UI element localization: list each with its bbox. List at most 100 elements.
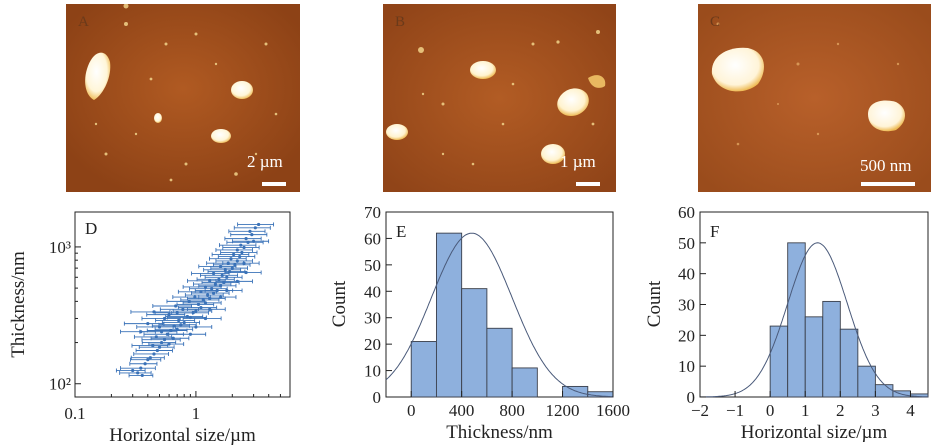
data-point-70 — [244, 237, 248, 241]
data-point-67 — [242, 245, 246, 250]
data-point-9 — [157, 345, 162, 349]
data-point-0 — [136, 371, 140, 375]
histogram-bar-f-1 — [787, 242, 806, 398]
afm-texture-c — [698, 4, 931, 192]
y-tick-label-e: 10 — [364, 362, 381, 381]
y-axis-label-f: Count — [644, 280, 665, 327]
data-point-47 — [218, 284, 223, 288]
data-point-83 — [244, 270, 248, 275]
data-point-76 — [242, 261, 246, 265]
data-point-22 — [146, 322, 150, 326]
data-point-42 — [211, 291, 216, 295]
y-tick-label-e: 30 — [364, 309, 381, 328]
data-point-75 — [252, 239, 256, 243]
afm-texture-b — [383, 4, 616, 192]
data-point-32 — [181, 307, 185, 311]
data-point-37 — [187, 299, 191, 303]
data-point-54 — [211, 271, 216, 276]
data-point-8 — [155, 348, 159, 353]
afm-image-a: A 2 µm — [66, 4, 300, 192]
data-point-68 — [239, 243, 243, 247]
data-point-57 — [230, 266, 234, 270]
data-point-24 — [177, 318, 181, 323]
data-point-34 — [174, 304, 178, 308]
data-point-71 — [250, 233, 254, 237]
scale-bar-c — [861, 182, 915, 186]
histogram-bar-f-5 — [857, 365, 876, 398]
histogram-bar-f-0 — [769, 325, 789, 398]
data-point-5 — [148, 356, 152, 360]
data-point-23 — [182, 320, 186, 325]
data-point-79 — [218, 295, 223, 299]
histogram-bar-e-0 — [410, 341, 437, 398]
data-point-1 — [139, 366, 143, 370]
x-tick-label-e: 400 — [449, 401, 475, 420]
data-point-84 — [159, 330, 164, 334]
y-axis-label-d: Thickness/nm — [8, 251, 29, 358]
histogram-bar-e-2 — [461, 288, 488, 398]
data-point-4 — [140, 373, 144, 378]
x-tick-label-f: −2 — [691, 401, 709, 420]
panel-label-e: E — [396, 222, 406, 241]
data-point-35 — [196, 302, 201, 307]
y-tick-label-f: 20 — [678, 326, 695, 345]
x-tick-label-e: 0 — [407, 401, 416, 420]
data-point-87 — [208, 307, 212, 311]
y-tick-label-f: 0 — [687, 388, 696, 407]
data-point-45 — [210, 287, 214, 291]
x-tick-label-f: 3 — [871, 401, 880, 420]
y-tick-label-e: 70 — [364, 203, 381, 222]
scale-text-c: 500 nm — [860, 156, 912, 175]
histogram-bar-f-3 — [822, 300, 841, 398]
x-tick-label-e: 1600 — [596, 401, 630, 420]
y-tick-label-e: 50 — [364, 256, 381, 275]
data-point-62 — [229, 257, 233, 261]
data-point-12 — [162, 338, 167, 342]
x-tick-label-f: −1 — [726, 401, 744, 420]
data-point-14 — [154, 335, 158, 339]
y-axis-label-e: Count — [329, 280, 350, 327]
histogram-bar-e-6 — [562, 385, 589, 398]
data-point-72 — [248, 229, 252, 233]
data-point-73 — [253, 226, 257, 230]
data-point-15 — [165, 332, 169, 336]
data-point-74 — [257, 222, 261, 227]
data-point-66 — [235, 248, 239, 252]
y-tick-label-f: 60 — [678, 203, 695, 222]
data-point-59 — [233, 263, 237, 267]
histogram-bar-f-6 — [874, 384, 894, 398]
data-point-81 — [175, 311, 179, 315]
data-point-27 — [185, 314, 189, 319]
y-tick-label-e: 40 — [364, 282, 381, 301]
panel-label-c: C — [710, 14, 721, 30]
data-point-3 — [143, 362, 147, 366]
data-point-80 — [235, 279, 239, 283]
data-point-10 — [151, 344, 155, 348]
x-tick-label-f: 4 — [906, 401, 915, 420]
histogram-bar-f-2 — [804, 316, 824, 398]
y-tick-label-e: 0 — [373, 388, 382, 407]
data-point-7 — [146, 358, 150, 362]
data-point-6 — [152, 352, 156, 356]
panel-label-f: F — [710, 222, 719, 241]
data-point-53 — [220, 273, 224, 277]
scale-text-a: 2 µm — [247, 152, 283, 171]
panel-label-a: A — [78, 14, 89, 30]
data-point-50 — [208, 279, 212, 283]
y-tick-label-f: 40 — [678, 265, 695, 284]
data-point-64 — [232, 252, 236, 257]
fit-curve-f — [700, 242, 928, 398]
scale-text-b: 1 µm — [560, 152, 596, 171]
histogram-bar-f-4 — [839, 328, 859, 398]
data-point-86 — [171, 336, 175, 340]
data-point-13 — [167, 342, 171, 346]
panel-label-d: D — [85, 219, 97, 238]
x-tick-label-d: 1 — [192, 404, 201, 423]
data-point-38 — [201, 298, 205, 302]
data-point-18 — [175, 327, 179, 331]
y-tick-label-e: 20 — [364, 335, 381, 354]
panel-label-b: B — [395, 14, 406, 30]
y-tick-label-e: 60 — [364, 229, 381, 248]
x-tick-label-f: 2 — [836, 401, 845, 420]
